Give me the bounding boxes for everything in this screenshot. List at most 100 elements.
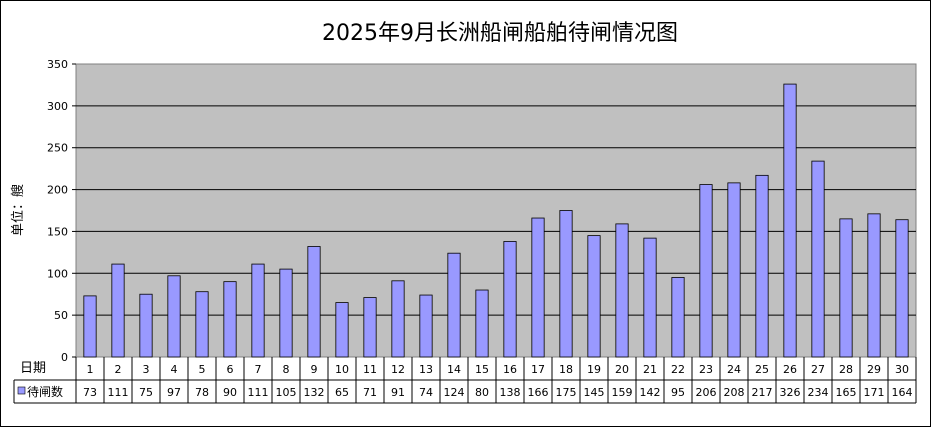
x-tick-label: 21	[643, 363, 657, 376]
bar	[335, 302, 349, 358]
bar	[167, 275, 181, 358]
x-tick-label: 19	[587, 363, 601, 376]
data-label: 175	[556, 386, 577, 399]
x-tick-label: 26	[783, 363, 797, 376]
data-label: 105	[276, 386, 297, 399]
x-tick-label: 5	[199, 363, 206, 376]
legend-label: 待闸数	[27, 384, 63, 399]
bar	[475, 289, 489, 358]
x-tick-label: 13	[419, 363, 433, 376]
data-label: 124	[444, 386, 465, 399]
x-tick-label: 10	[335, 363, 349, 376]
y-tick-label: 50	[54, 309, 68, 322]
y-tick-label: 100	[47, 267, 68, 280]
y-tick-label: 150	[47, 225, 68, 238]
x-tick-label: 6	[227, 363, 234, 376]
x-tick-label: 12	[391, 363, 405, 376]
y-tick-label: 200	[47, 184, 68, 197]
x-tick-label: 16	[503, 363, 517, 376]
x-axis-label: 日期	[20, 361, 46, 376]
bar	[839, 218, 853, 358]
x-tick-label: 18	[559, 363, 573, 376]
bar	[251, 263, 265, 358]
data-label: 326	[780, 386, 801, 399]
bar	[671, 277, 685, 358]
data-label: 78	[195, 386, 209, 399]
x-tick-label: 9	[311, 363, 318, 376]
bar	[531, 217, 545, 358]
y-tick-label: 300	[47, 100, 68, 113]
bar	[447, 252, 461, 358]
data-label: 142	[640, 386, 661, 399]
x-tick-label: 3	[143, 363, 150, 376]
data-label: 234	[808, 386, 829, 399]
x-tick-label: 25	[755, 363, 769, 376]
bar	[587, 235, 601, 358]
chart-title: 2025年9月长洲船闸船舶待闸情况图	[322, 21, 678, 46]
data-label: 73	[83, 386, 97, 399]
bar	[363, 297, 377, 358]
data-label: 132	[304, 386, 325, 399]
data-label: 80	[475, 386, 489, 399]
data-label: 159	[612, 386, 633, 399]
data-label: 164	[892, 386, 913, 399]
x-tick-label: 17	[531, 363, 545, 376]
bar	[727, 182, 741, 358]
plot-area	[75, 63, 917, 358]
bar	[895, 219, 909, 358]
y-axis-label: 单位：艘	[10, 184, 26, 236]
data-label: 111	[248, 386, 269, 399]
data-label: 145	[584, 386, 605, 399]
x-tick-label: 11	[363, 363, 377, 376]
x-tick-label: 1	[87, 363, 94, 376]
bar	[867, 213, 881, 358]
bar	[699, 184, 713, 358]
x-tick-label: 30	[895, 363, 909, 376]
data-label: 65	[335, 386, 349, 399]
x-tick-label: 7	[255, 363, 262, 376]
y-tick-label: 0	[61, 351, 68, 364]
x-tick-label: 4	[171, 363, 178, 376]
x-tick-label: 20	[615, 363, 629, 376]
x-tick-label: 2	[115, 363, 122, 376]
data-label: 111	[108, 386, 129, 399]
bar	[223, 281, 237, 358]
bar	[139, 293, 153, 358]
x-tick-label: 28	[839, 363, 853, 376]
data-label: 217	[752, 386, 773, 399]
bar	[643, 237, 657, 358]
bar	[811, 160, 825, 358]
bar	[783, 83, 797, 358]
data-label: 74	[419, 386, 433, 399]
data-label: 75	[139, 386, 153, 399]
data-label: 206	[696, 386, 717, 399]
x-tick-label: 14	[447, 363, 461, 376]
data-label: 71	[363, 386, 377, 399]
bar	[755, 174, 769, 358]
data-label: 208	[724, 386, 745, 399]
data-label: 165	[836, 386, 857, 399]
data-label: 97	[167, 386, 181, 399]
bar	[83, 295, 97, 358]
data-label: 171	[864, 386, 885, 399]
data-label: 90	[223, 386, 237, 399]
data-label: 138	[500, 386, 521, 399]
y-tick-label: 350	[47, 58, 68, 71]
legend-swatch	[17, 386, 26, 395]
data-label: 91	[391, 386, 405, 399]
x-tick-label: 23	[699, 363, 713, 376]
data-label: 95	[671, 386, 685, 399]
x-tick-label: 29	[867, 363, 881, 376]
x-tick-label: 27	[811, 363, 825, 376]
x-tick-label: 15	[475, 363, 489, 376]
data-label: 166	[528, 386, 549, 399]
bar	[615, 223, 629, 358]
bar	[559, 210, 573, 358]
bar	[307, 246, 321, 358]
bar	[419, 294, 433, 358]
x-tick-label: 22	[671, 363, 685, 376]
bar	[503, 241, 517, 358]
x-tick-label: 8	[283, 363, 290, 376]
bar	[111, 263, 125, 358]
